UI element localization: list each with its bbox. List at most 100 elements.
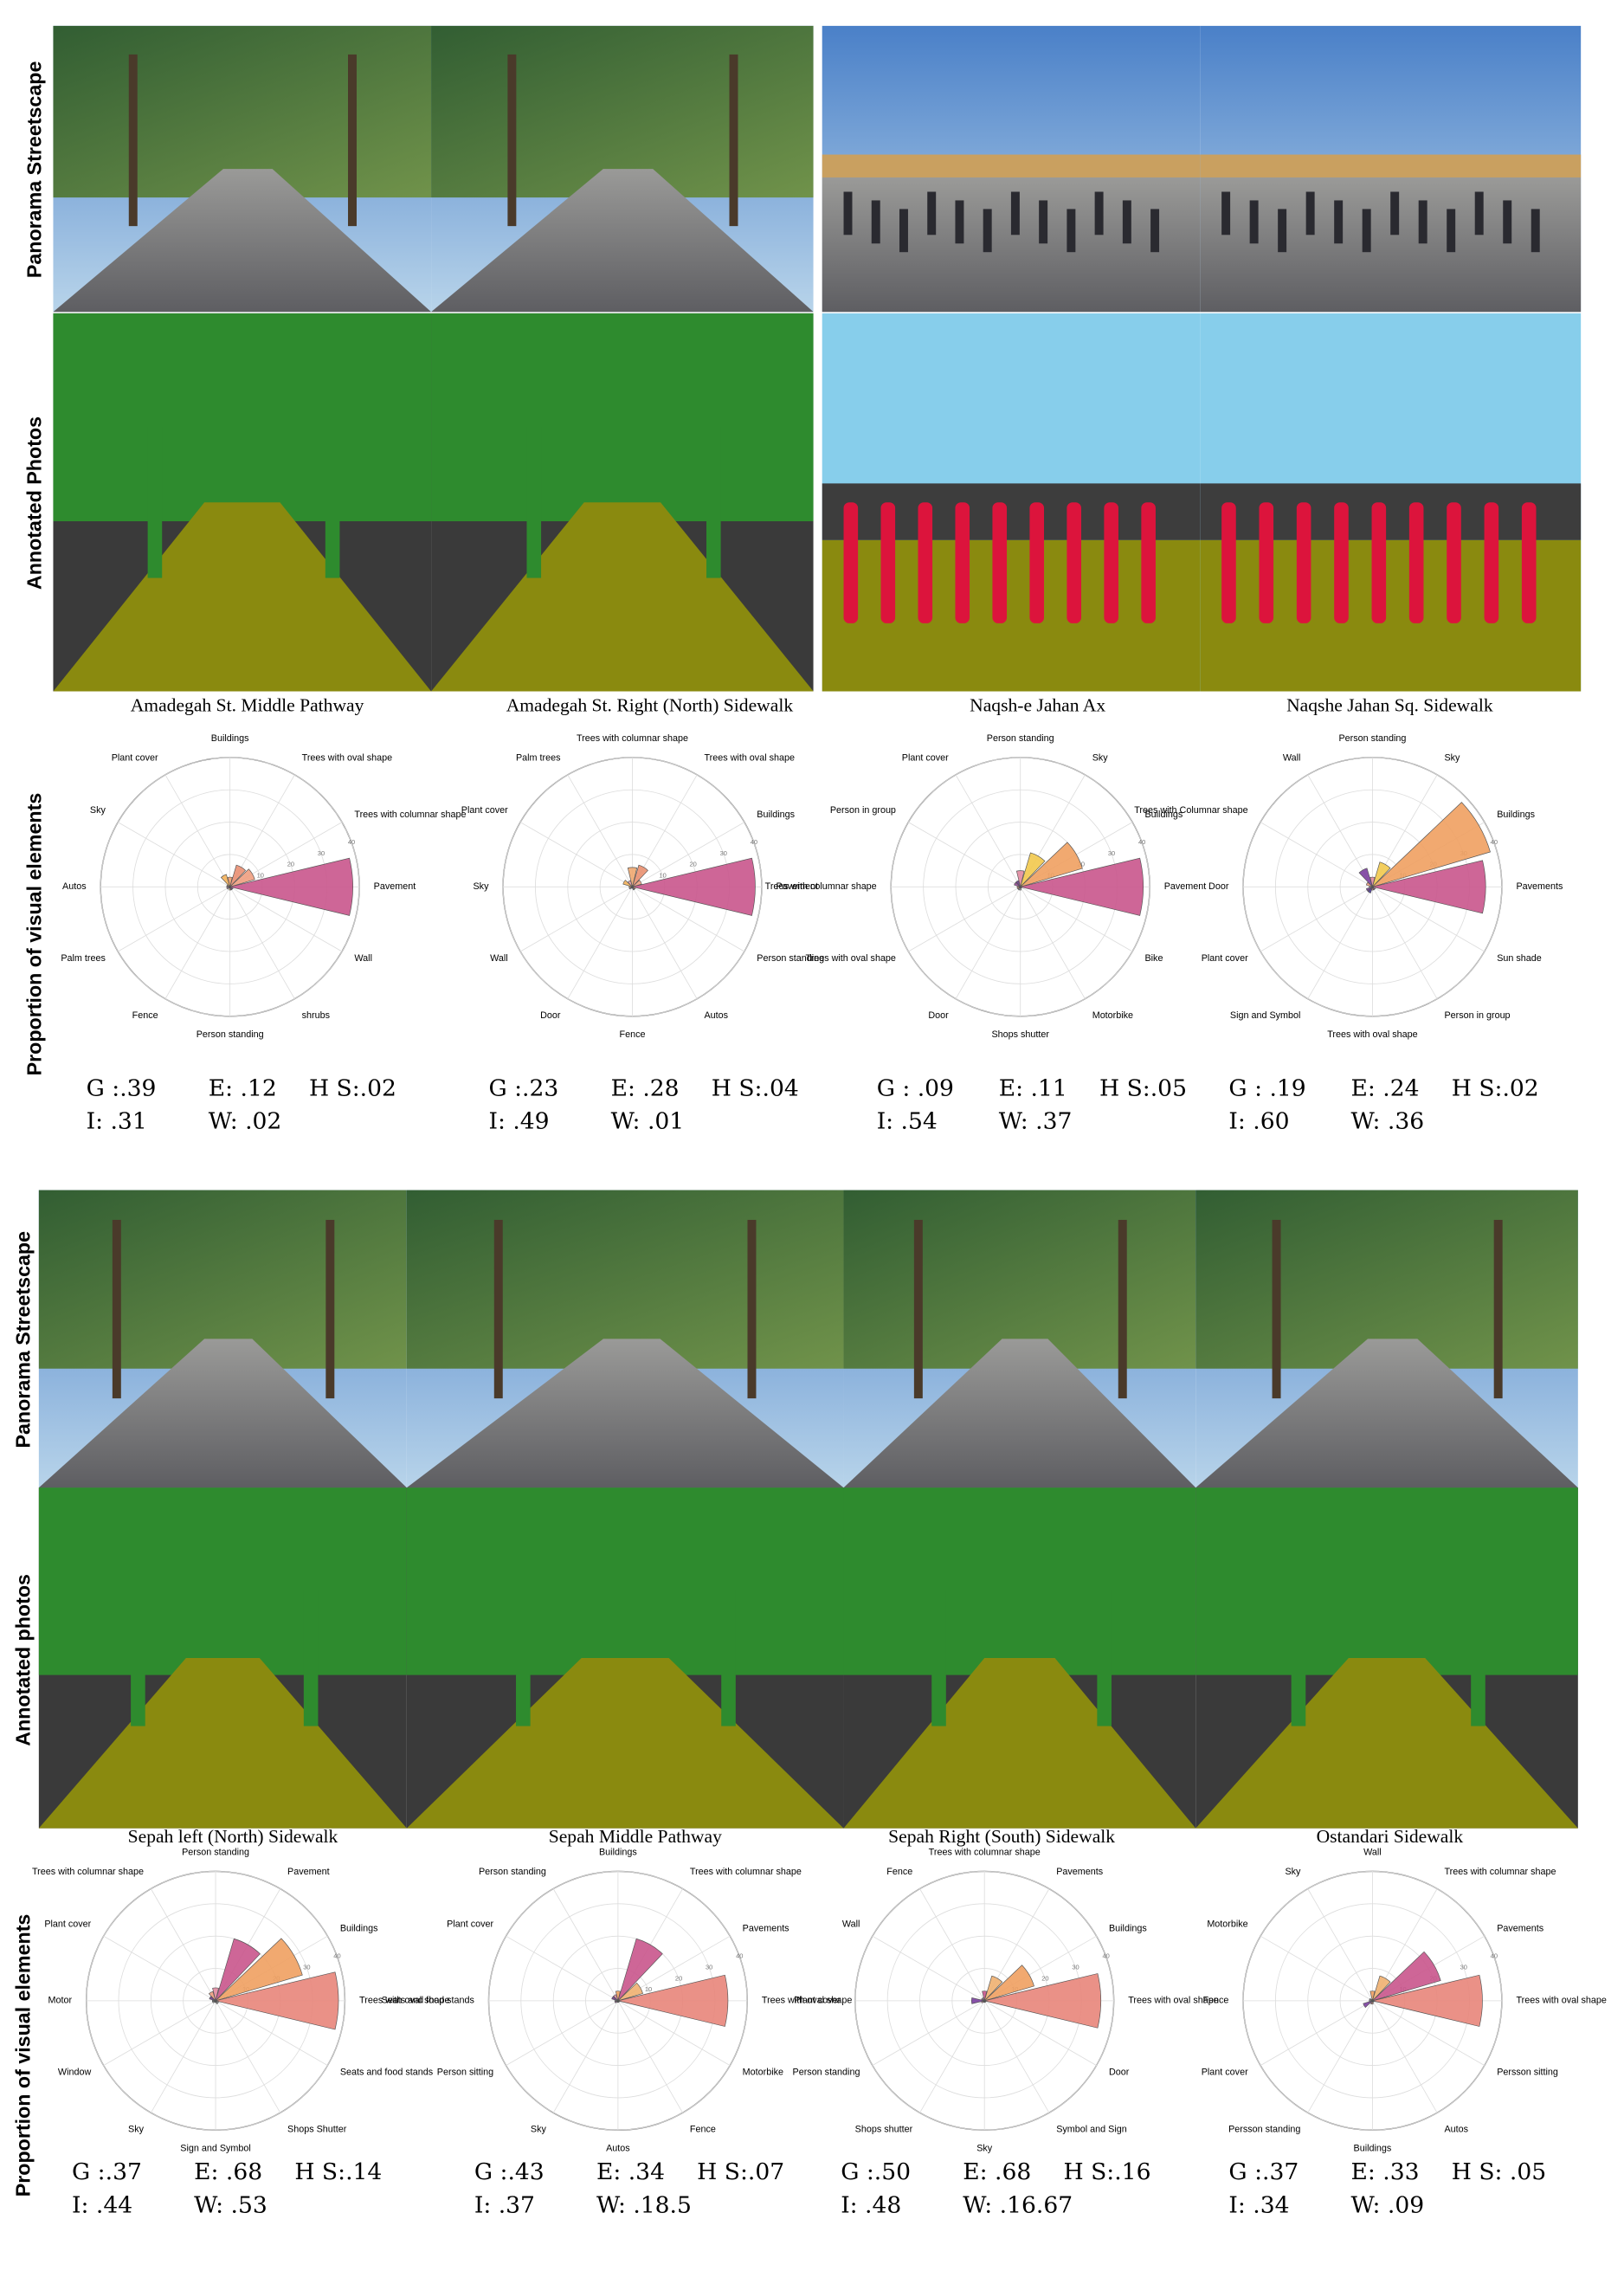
seg-trunk	[526, 426, 542, 578]
category-label: Trees with oval shape	[302, 752, 392, 763]
wedge	[229, 868, 255, 887]
category-label: Trees with oval shape	[704, 752, 794, 763]
category-label: Sign and Symbol	[1230, 1010, 1301, 1021]
category-label: Pavements	[1056, 1867, 1103, 1877]
wedge	[632, 887, 635, 891]
wedge	[1372, 1974, 1483, 2027]
person	[1474, 191, 1484, 235]
wedge	[632, 864, 648, 887]
category-label: Plant cover	[44, 1919, 91, 1930]
wedge	[1372, 1951, 1441, 2002]
category-label: Trees with oval shape	[1516, 1996, 1606, 2006]
score: I: .48	[841, 2191, 901, 2218]
trunk	[747, 1219, 757, 1399]
seg-ground	[431, 502, 814, 692]
r-tick-label: 30	[318, 849, 325, 857]
row-label: Panorama Streetscape	[11, 1231, 34, 1448]
seg-trunk	[1291, 1590, 1306, 1726]
person	[1221, 191, 1231, 235]
wedge	[622, 880, 633, 887]
grid-ring	[100, 757, 360, 1017]
annotated-photo	[431, 313, 814, 692]
wedge	[615, 1990, 621, 2001]
person	[1362, 209, 1371, 253]
wedge	[229, 864, 247, 887]
wedge	[632, 857, 756, 916]
score: H S:.05	[1099, 1074, 1187, 1101]
category-label: Person standing	[1338, 733, 1406, 744]
seg-trunk	[147, 426, 163, 578]
score: I: .34	[1228, 2191, 1289, 2218]
category-label: Trees with oval shape	[1128, 1996, 1218, 2006]
wedge	[1020, 842, 1083, 887]
score: W: .53	[194, 2191, 267, 2218]
row-label: Proportion of visual elements	[23, 793, 46, 1076]
grid-ring	[1242, 1871, 1503, 2131]
category-label: Persson sitting	[1497, 2068, 1558, 2078]
r-tick-label: 40	[1491, 1952, 1498, 1960]
seg-trunk	[931, 1590, 946, 1726]
category-label: Person standing	[757, 953, 824, 964]
chart-title: Naqshe Jahan Sq. Sidewalk	[1286, 695, 1493, 716]
chart-title: Sepah left (North) Sidewalk	[128, 1826, 338, 1847]
score: E: .33	[1351, 2158, 1420, 2185]
wedge	[1369, 876, 1376, 887]
category-label: Palm trees	[516, 752, 561, 763]
score: H S:.07	[697, 2158, 784, 2185]
wedge	[627, 880, 633, 887]
category-label: Autos	[1444, 2124, 1468, 2134]
wedge	[1372, 1975, 1391, 2002]
category-label: Motor	[48, 1996, 72, 2006]
ground	[53, 169, 432, 313]
score: W: .02	[209, 1108, 282, 1135]
ground	[406, 1339, 844, 1488]
score: H S:.02	[309, 1074, 396, 1101]
building	[1200, 154, 1582, 177]
category-label: Sky	[1444, 752, 1460, 763]
chart-title: Amadegah St. Middle Pathway	[131, 695, 364, 716]
r-tick-label: 40	[736, 1952, 743, 1960]
annotated-photo	[843, 1487, 1196, 1829]
seg-trunk	[1097, 1590, 1112, 1726]
person	[1447, 209, 1456, 253]
wedge	[617, 1982, 643, 2002]
r-tick-label: 10	[645, 1985, 652, 1993]
wedge	[1370, 1998, 1373, 2002]
wedge	[627, 867, 638, 887]
category-label: Trees with oval shape	[805, 953, 895, 964]
trunk	[348, 54, 357, 227]
row-label: Annotated photos	[11, 1574, 34, 1746]
wedge	[1020, 857, 1144, 916]
person	[871, 200, 880, 244]
r-tick-label: 20	[690, 861, 697, 868]
category-label: Wall	[490, 953, 508, 964]
photo	[431, 25, 814, 313]
category-label: Palm trees	[61, 953, 106, 964]
divider	[813, 25, 822, 692]
ground	[431, 169, 814, 313]
seg-person	[843, 502, 859, 623]
category-label: Buildings	[340, 1924, 378, 1934]
person	[1067, 209, 1076, 253]
seg-person	[955, 502, 970, 623]
score: H S:.14	[294, 2158, 382, 2185]
score: H S: .05	[1452, 2158, 1546, 2185]
wedge	[982, 1990, 988, 2001]
seg-person	[1447, 502, 1461, 623]
trunk	[1272, 1219, 1281, 1399]
wedge	[215, 2000, 219, 2004]
category-label: Symbol and Sign	[1056, 2124, 1127, 2134]
seg-person	[918, 502, 933, 623]
wedge	[1372, 802, 1491, 887]
category-label: Buildings	[1354, 2144, 1392, 2154]
annotated-photo	[822, 313, 1201, 692]
photo	[53, 25, 432, 313]
seg-ground	[406, 1657, 844, 1829]
category-label: Sky	[976, 2144, 993, 2154]
category-label: Trees with oval shape	[359, 1996, 449, 2006]
photo	[38, 1190, 407, 1488]
r-tick-label: 30	[706, 1964, 712, 1971]
grid-ring	[488, 1871, 748, 2131]
category-label: Trees with columnar shape	[577, 733, 688, 744]
